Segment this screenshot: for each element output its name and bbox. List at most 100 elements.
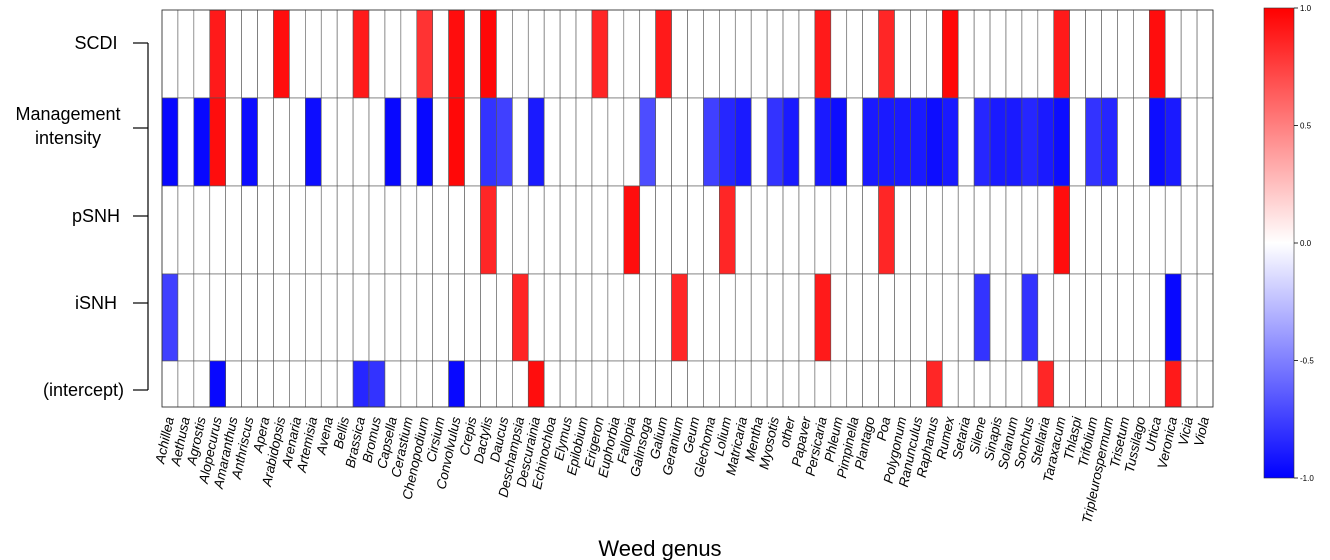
heatmap-cell — [496, 360, 513, 408]
heatmap-cell — [1005, 185, 1023, 275]
heatmap-cell — [623, 9, 641, 99]
heatmap-cell — [782, 360, 800, 408]
heatmap-cell — [687, 360, 704, 408]
heatmap-cell — [1005, 273, 1023, 362]
heatmap-cell — [766, 360, 784, 408]
heatmap-cell — [512, 185, 529, 275]
heatmap-cell — [480, 273, 497, 362]
heatmap-cell — [559, 97, 577, 187]
heatmap-cell — [1021, 97, 1039, 187]
heatmap-cell — [750, 185, 768, 275]
heatmap-cell — [846, 360, 863, 408]
heatmap-cell — [1085, 185, 1102, 275]
heatmap-cell — [368, 273, 386, 362]
heatmap-cell — [161, 9, 179, 99]
heatmap-cell — [734, 273, 752, 362]
heatmap-cell — [1085, 97, 1102, 187]
heatmap-cell — [177, 273, 195, 362]
heatmap-cell — [1117, 360, 1134, 408]
heatmap-cell — [543, 360, 561, 408]
heatmap-cell — [177, 97, 195, 187]
heatmap-cell — [846, 185, 863, 275]
heatmap-cell — [734, 9, 752, 99]
heatmap-cell — [320, 97, 338, 187]
heatmap-cell — [1196, 97, 1214, 187]
heatmap-cell — [1180, 360, 1198, 408]
heatmap-cell — [894, 97, 911, 187]
heatmap-cell — [1021, 9, 1039, 99]
heatmap-cell — [559, 360, 577, 408]
heatmap-cell — [1164, 273, 1182, 362]
heatmap-cell — [894, 185, 911, 275]
heatmap-cell — [257, 97, 274, 187]
heatmap-cell — [575, 185, 593, 275]
heatmap-cell — [591, 273, 609, 362]
heatmap-cell — [830, 97, 848, 187]
heatmap-cell — [830, 360, 848, 408]
heatmap-cell — [416, 97, 434, 187]
heatmap-cell — [352, 185, 370, 275]
heatmap-cell — [814, 360, 832, 408]
heatmap-cell — [289, 360, 306, 408]
heatmap-cell — [575, 273, 593, 362]
row-label: (intercept) — [43, 380, 124, 400]
heatmap-cell — [846, 9, 863, 99]
heatmap-cell — [830, 273, 848, 362]
heatmap-cell — [607, 185, 625, 275]
heatmap-cell — [305, 97, 322, 187]
heatmap-cell — [798, 97, 816, 187]
heatmap-cell — [543, 185, 561, 275]
cells-layer — [161, 9, 1214, 408]
heatmap-cell — [941, 360, 959, 408]
heatmap-cell — [766, 97, 784, 187]
row-label: pSNH — [72, 206, 120, 226]
heatmap-cell — [1149, 97, 1166, 187]
heatmap-cell — [273, 9, 290, 99]
heatmap-cell — [512, 273, 529, 362]
heatmap-cell — [639, 97, 656, 187]
heatmap-cell — [464, 360, 481, 408]
heatmap-cell — [703, 9, 720, 99]
heatmap-cell — [416, 9, 434, 99]
heatmap-cell — [814, 273, 832, 362]
heatmap-cell — [416, 360, 434, 408]
heatmap-cell — [1133, 9, 1150, 99]
heatmap-cell — [320, 9, 338, 99]
heatmap-cell — [257, 360, 274, 408]
heatmap-cell — [305, 360, 322, 408]
heatmap-cell — [894, 9, 911, 99]
heatmap-cell — [941, 9, 959, 99]
heatmap-cell — [671, 97, 688, 187]
heatmap-cell — [320, 360, 338, 408]
heatmap-cell — [910, 360, 927, 408]
heatmap-cell — [384, 9, 402, 99]
heatmap-cell — [1164, 9, 1182, 99]
heatmap-cell — [400, 185, 418, 275]
heatmap-cell — [750, 273, 768, 362]
heatmap-cell — [639, 360, 656, 408]
heatmap-cell — [543, 9, 561, 99]
heatmap-cell — [559, 9, 577, 99]
heatmap-cell — [1053, 273, 1070, 362]
heatmap-cell — [957, 185, 975, 275]
heatmap-cell — [464, 185, 481, 275]
heatmap-cell — [926, 185, 943, 275]
heatmap-cell — [1164, 97, 1182, 187]
heatmap-cell — [1117, 273, 1134, 362]
heatmap-cell — [448, 273, 465, 362]
heatmap-cell — [1196, 360, 1214, 408]
heatmap-cell — [1180, 97, 1198, 187]
colorbar-tick-label: -1.0 — [1300, 474, 1314, 483]
heatmap-cell — [846, 97, 863, 187]
heatmap-cell — [1149, 273, 1166, 362]
heatmap-cell — [1133, 273, 1150, 362]
heatmap-cell — [336, 97, 354, 187]
heatmap-cell — [464, 9, 481, 99]
heatmap-cell — [416, 185, 434, 275]
heatmap-cell — [957, 360, 975, 408]
heatmap-cell — [527, 97, 545, 187]
heatmap-cell — [1021, 185, 1039, 275]
heatmap-cell — [225, 360, 242, 408]
heatmap-cell — [480, 185, 497, 275]
heatmap-cell — [989, 97, 1007, 187]
